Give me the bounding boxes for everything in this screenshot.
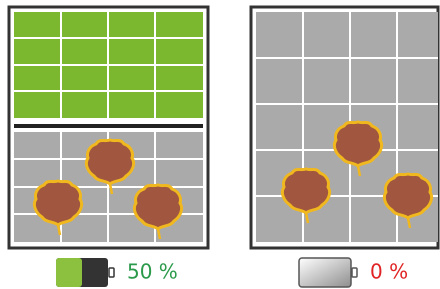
panel-right [251,7,438,248]
battery-half [56,258,114,287]
battery-empty [299,258,357,287]
illustration: 50 % 0 % [0,0,440,289]
panel-left [9,7,208,248]
charge-label: 50 % [127,260,178,284]
charge-label: 0 % [370,260,408,284]
